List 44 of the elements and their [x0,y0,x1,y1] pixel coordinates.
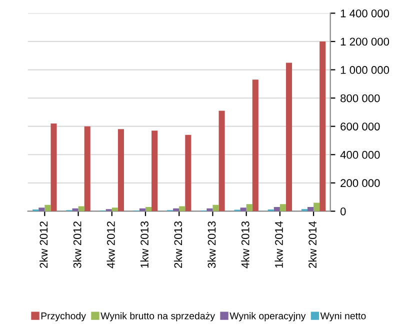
y-tick-label: 1 200 000 [340,38,390,46]
y-tick-label: 200 000 [340,179,380,188]
bar [280,204,286,212]
bar [78,206,84,212]
x-tick-label: 4kw 2012 [106,221,115,268]
bar [72,208,78,212]
legend-label: Wynik brutto na sprzedaży [100,312,216,322]
y-tick-label: 1 400 000 [340,9,390,18]
bar [50,124,57,212]
bar [274,206,280,212]
bar [286,62,292,212]
bar [38,208,45,212]
bar [185,134,192,212]
bar [145,206,152,212]
bar [314,202,320,212]
x-tick-label: 4kw 2013 [241,221,250,268]
bar [112,208,118,212]
bar [218,110,225,212]
x-tick-label: 3kw 2012 [73,221,82,268]
bar [240,208,246,212]
bar [44,204,51,212]
legend-label: Wynik operacyjny [230,312,306,322]
bar [118,129,124,212]
bar [152,130,158,212]
y-tick-label: 400 000 [340,150,380,159]
y-tick-label: 0 [340,207,346,216]
y-tick-label: 1 000 000 [340,66,390,74]
bar [246,204,252,212]
x-tick-label: 2kw 2012 [39,221,48,268]
x-tick-label: 2kw 2013 [174,221,182,268]
bar [84,126,90,212]
legend-label: Przychody [41,312,86,322]
x-tick-label: 3kw 2013 [208,221,216,268]
bar [307,206,314,212]
x-tick-label: 1kw 2014 [274,221,283,268]
bar [320,41,326,212]
y-tick-label: 600 000 [340,122,380,130]
bar [212,204,219,212]
x-tick-label: 2kw 2014 [308,221,317,268]
bar [179,206,186,212]
y-tick-label: 800 000 [340,94,380,102]
legend-label: Wyni netto [320,312,366,322]
bar [252,80,258,212]
x-tick-label: 1kw 2013 [140,221,148,268]
